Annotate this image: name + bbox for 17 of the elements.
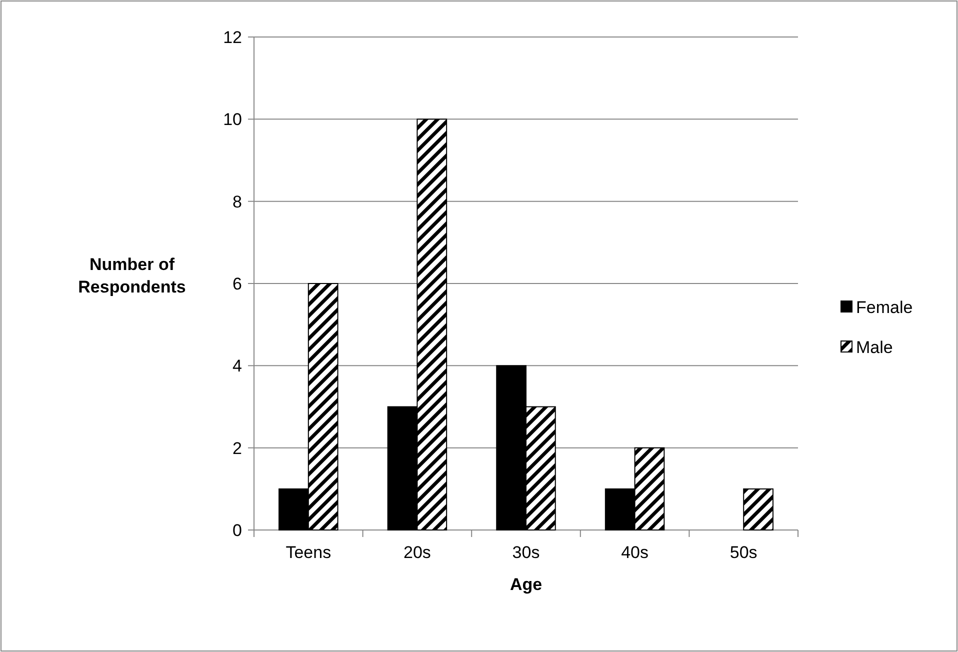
x-tick-label: 40s [621,543,649,562]
x-tick-label: 30s [512,543,540,562]
y-tick-label: 2 [232,438,242,458]
y-axis-title: Number of Respondents [78,255,186,296]
x-axis-title: Age [510,575,542,594]
x-tick-label: 20s [403,543,431,562]
x-tick-label: 50s [730,543,758,562]
y-tick-label: 10 [223,110,242,130]
legend-label: Male [856,338,893,357]
y-tick-label: 6 [232,274,242,294]
x-tick-label: Teens [286,543,332,562]
legend-label: Female [856,298,913,317]
y-tick-label: 0 [232,520,242,540]
bar [743,488,774,530]
y-tick-label: 4 [232,356,242,376]
y-tick-label: 12 [223,28,242,47]
y-tick-label: 8 [232,192,242,212]
